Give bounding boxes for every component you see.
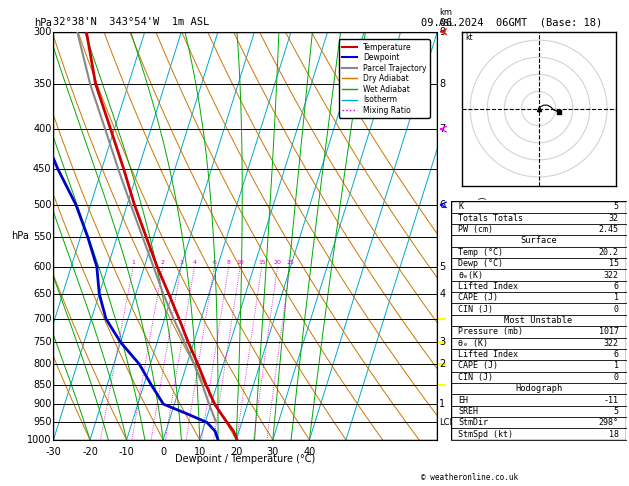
Text: 1: 1: [131, 260, 135, 265]
Text: 2: 2: [161, 260, 165, 265]
Text: hPa: hPa: [11, 231, 28, 241]
Text: 950: 950: [33, 417, 52, 428]
Text: 900: 900: [33, 399, 52, 409]
Text: 400: 400: [33, 124, 52, 134]
Text: 1: 1: [614, 362, 619, 370]
Text: kt: kt: [465, 33, 472, 42]
Text: 32: 32: [609, 214, 619, 223]
Text: 8: 8: [439, 79, 445, 89]
Text: 6: 6: [614, 282, 619, 291]
Text: 600: 600: [33, 261, 52, 272]
Text: -10: -10: [119, 447, 135, 457]
Text: 3: 3: [439, 337, 445, 347]
Text: 4: 4: [192, 260, 196, 265]
Text: 10: 10: [194, 447, 206, 457]
Text: 6: 6: [213, 260, 216, 265]
Text: Hodograph: Hodograph: [515, 384, 562, 393]
Text: θₑ(K): θₑ(K): [459, 271, 483, 279]
Text: 20: 20: [230, 447, 242, 457]
Text: 40: 40: [303, 447, 316, 457]
Text: EH: EH: [459, 396, 469, 404]
Text: 800: 800: [33, 359, 52, 369]
Text: CAPE (J): CAPE (J): [459, 362, 498, 370]
Text: CIN (J): CIN (J): [459, 373, 493, 382]
Text: PW (cm): PW (cm): [459, 225, 493, 234]
Text: © weatheronline.co.uk: © weatheronline.co.uk: [421, 473, 518, 482]
Text: Pressure (mb): Pressure (mb): [459, 328, 523, 336]
Legend: Temperature, Dewpoint, Parcel Trajectory, Dry Adiabat, Wet Adiabat, Isotherm, Mi: Temperature, Dewpoint, Parcel Trajectory…: [339, 39, 430, 118]
Text: Most Unstable: Most Unstable: [504, 316, 573, 325]
Text: Surface: Surface: [520, 237, 557, 245]
Text: CIN (J): CIN (J): [459, 305, 493, 313]
Text: 15: 15: [258, 260, 265, 265]
Text: Dewp (°C): Dewp (°C): [459, 259, 503, 268]
Text: 300: 300: [33, 27, 52, 36]
Text: 6: 6: [439, 200, 445, 210]
Text: -11: -11: [604, 396, 619, 404]
Text: 8: 8: [227, 260, 231, 265]
Text: -20: -20: [82, 447, 98, 457]
Text: LCL: LCL: [439, 418, 454, 427]
Text: 500: 500: [33, 200, 52, 210]
Text: 298°: 298°: [599, 418, 619, 427]
Text: K: K: [459, 202, 464, 211]
Text: 650: 650: [33, 289, 52, 299]
Text: 09.06.2024  06GMT  (Base: 18): 09.06.2024 06GMT (Base: 18): [421, 17, 603, 27]
Text: 0: 0: [614, 305, 619, 313]
Text: 20.2: 20.2: [599, 248, 619, 257]
Text: 7: 7: [439, 124, 445, 134]
Text: CAPE (J): CAPE (J): [459, 294, 498, 302]
Text: 550: 550: [33, 232, 52, 242]
Text: StmDir: StmDir: [459, 418, 488, 427]
X-axis label: Dewpoint / Temperature (°C): Dewpoint / Temperature (°C): [175, 454, 316, 464]
Text: hPa: hPa: [34, 17, 52, 28]
Text: 1: 1: [614, 294, 619, 302]
Text: StmSpd (kt): StmSpd (kt): [459, 430, 513, 439]
Text: 4: 4: [439, 289, 445, 299]
Text: 2: 2: [439, 359, 445, 369]
Text: 5: 5: [439, 261, 445, 272]
Text: 9: 9: [439, 27, 445, 36]
Text: Temp (°C): Temp (°C): [459, 248, 503, 257]
Text: 6: 6: [614, 350, 619, 359]
Text: 350: 350: [33, 79, 52, 89]
Text: 1: 1: [439, 399, 445, 409]
Text: 1017: 1017: [599, 328, 619, 336]
Text: 0: 0: [160, 447, 166, 457]
Text: 850: 850: [33, 380, 52, 390]
Text: -30: -30: [45, 447, 62, 457]
Text: 18: 18: [609, 430, 619, 439]
Text: 450: 450: [33, 164, 52, 174]
Text: Lifted Index: Lifted Index: [459, 282, 518, 291]
Text: 0: 0: [614, 373, 619, 382]
Text: 2.45: 2.45: [599, 225, 619, 234]
Text: 10: 10: [237, 260, 244, 265]
Text: 3: 3: [179, 260, 183, 265]
Text: 322: 322: [604, 339, 619, 348]
Text: 1000: 1000: [27, 435, 52, 445]
Text: 30: 30: [267, 447, 279, 457]
Text: 15: 15: [609, 259, 619, 268]
Text: Totals Totals: Totals Totals: [459, 214, 523, 223]
Text: 5: 5: [614, 407, 619, 416]
Text: 322: 322: [604, 271, 619, 279]
Text: Lifted Index: Lifted Index: [459, 350, 518, 359]
Text: Mixing Ratio (g/kg): Mixing Ratio (g/kg): [479, 196, 488, 276]
Text: θₑ (K): θₑ (K): [459, 339, 488, 348]
Text: 5: 5: [614, 202, 619, 211]
Text: 32°38'N  343°54'W  1m ASL: 32°38'N 343°54'W 1m ASL: [53, 17, 209, 27]
Text: 25: 25: [286, 260, 294, 265]
Text: km
ASL: km ASL: [439, 8, 455, 28]
Text: 20: 20: [274, 260, 282, 265]
Text: 700: 700: [33, 314, 52, 324]
Text: 750: 750: [33, 337, 52, 347]
Text: SREH: SREH: [459, 407, 478, 416]
